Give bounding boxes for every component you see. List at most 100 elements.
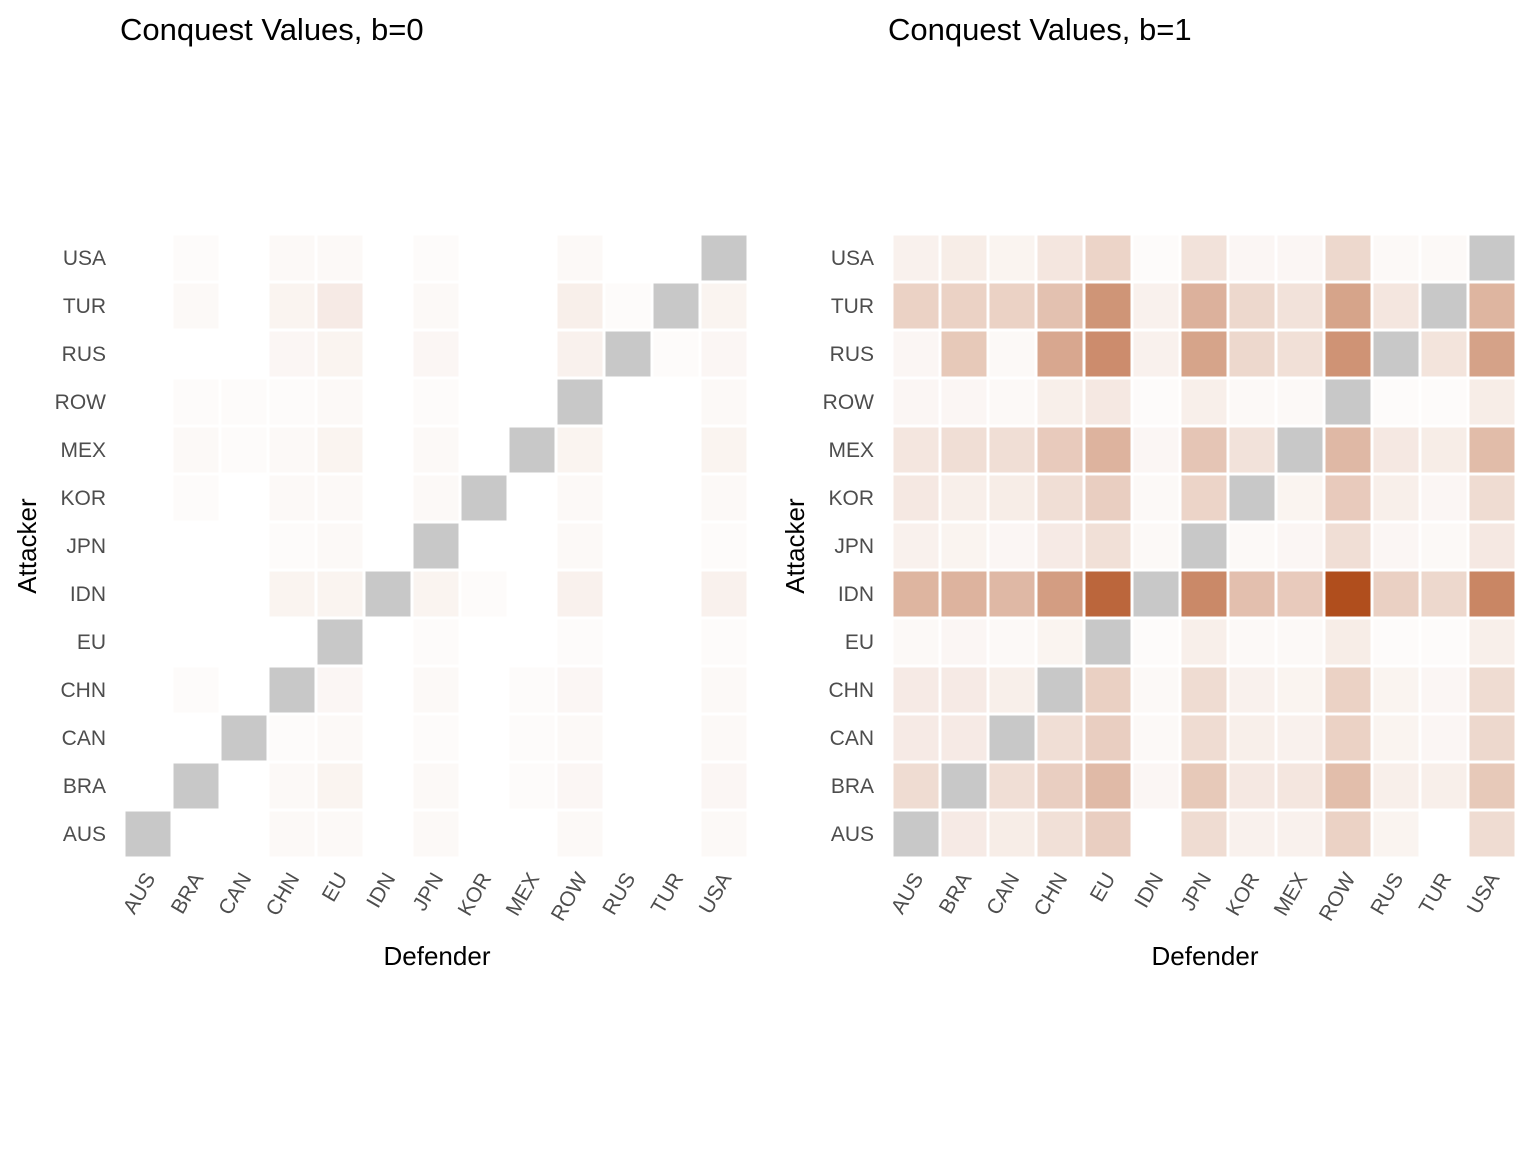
heatmap-cell-chn-idn xyxy=(1133,667,1179,713)
x-tick-label: IDN xyxy=(1130,869,1168,912)
heatmap-cell-jpn-kor xyxy=(461,523,507,569)
heatmap-cell-can-tur xyxy=(653,715,699,761)
heatmap-cell-eu-kor xyxy=(461,619,507,665)
y-tick-label: KOR xyxy=(828,487,874,510)
heatmap-cell-can-rus xyxy=(1373,715,1419,761)
heatmap-cell-rus-aus xyxy=(125,331,171,377)
heatmap-cell-kor-kor xyxy=(461,475,507,521)
x-tick-label: ROW xyxy=(1315,869,1361,925)
heatmap-cell-aus-eu xyxy=(1085,811,1131,857)
heatmap-cell-usa-chn xyxy=(269,235,315,281)
heatmap-cell-idn-kor xyxy=(1229,571,1275,617)
heatmap-cell-chn-bra xyxy=(173,667,219,713)
y-tick-label: CAN xyxy=(830,727,874,750)
heatmap-cell-mex-jpn xyxy=(413,427,459,473)
heatmap-cell-jpn-tur xyxy=(1421,523,1467,569)
heatmap-cell-jpn-bra xyxy=(941,523,987,569)
heatmap-cell-eu-usa xyxy=(1469,619,1515,665)
heatmap-cell-kor-rus xyxy=(1373,475,1419,521)
heatmap-cell-usa-aus xyxy=(893,235,939,281)
heatmap-cell-usa-bra xyxy=(941,235,987,281)
heatmap-cell-idn-eu xyxy=(317,571,363,617)
heatmap-cell-tur-can xyxy=(221,283,267,329)
heatmap-cell-row-usa xyxy=(701,379,747,425)
heatmap-cell-bra-mex xyxy=(1277,763,1323,809)
heatmap-cell-can-eu xyxy=(1085,715,1131,761)
heatmap-cell-row-row xyxy=(557,379,603,425)
heatmap-cell-aus-mex xyxy=(1277,811,1323,857)
x-tick-label: KOR xyxy=(1222,869,1265,920)
heatmap-cell-tur-tur xyxy=(653,283,699,329)
heatmap-cell-rus-tur xyxy=(653,331,699,377)
x-tick-label: TUR xyxy=(1415,869,1457,918)
heatmap-cell-can-tur xyxy=(1421,715,1467,761)
heatmap-cell-rus-bra xyxy=(941,331,987,377)
heatmap-cell-rus-eu xyxy=(317,331,363,377)
panel-title: Conquest Values, b=1 xyxy=(888,12,1192,47)
heatmap-cell-bra-kor xyxy=(461,763,507,809)
heatmap-cell-tur-mex xyxy=(509,283,555,329)
heatmap-cell-usa-jpn xyxy=(1181,235,1227,281)
heatmap-cell-chn-mex xyxy=(509,667,555,713)
y-tick-label: JPN xyxy=(66,535,106,558)
x-axis-label: Defender xyxy=(384,941,491,971)
heatmap-cell-tur-rus xyxy=(1373,283,1419,329)
x-tick-label: ROW xyxy=(547,869,593,925)
heatmap-cell-row-aus xyxy=(893,379,939,425)
heatmap-cell-kor-idn xyxy=(365,475,411,521)
x-tick-label: TUR xyxy=(647,869,689,918)
heatmap-cell-eu-rus xyxy=(1373,619,1419,665)
x-axis-label: Defender xyxy=(1152,941,1259,971)
heatmap-cell-rus-kor xyxy=(1229,331,1275,377)
heatmap-cell-bra-mex xyxy=(509,763,555,809)
heatmap-cell-usa-mex xyxy=(509,235,555,281)
heatmap-cell-can-idn xyxy=(365,715,411,761)
y-tick-label: RUS xyxy=(62,343,106,366)
heatmap-cell-kor-bra xyxy=(173,475,219,521)
heatmap-cell-can-bra xyxy=(173,715,219,761)
heatmap-cell-chn-chn xyxy=(1037,667,1083,713)
heatmap-panel-b1: Conquest Values, b=1 Defender Attacker A… xyxy=(780,12,1515,971)
heatmap-cell-can-mex xyxy=(509,715,555,761)
heatmap-cell-mex-can xyxy=(221,427,267,473)
x-tick-label: MEX xyxy=(1270,869,1313,920)
heatmap-cell-tur-eu xyxy=(1085,283,1131,329)
x-tick-label: BRA xyxy=(935,869,977,918)
heatmap-cell-jpn-tur xyxy=(653,523,699,569)
heatmap-cell-idn-jpn xyxy=(413,571,459,617)
y-tick-label: AUS xyxy=(63,823,106,846)
heatmap-cell-rus-row xyxy=(1325,331,1371,377)
heatmap-cell-aus-kor xyxy=(461,811,507,857)
heatmap-cell-mex-rus xyxy=(1373,427,1419,473)
heatmap-cell-aus-rus xyxy=(605,811,651,857)
heatmap-cell-kor-mex xyxy=(509,475,555,521)
heatmap-cell-eu-chn xyxy=(1037,619,1083,665)
y-tick-label: TUR xyxy=(831,295,874,318)
heatmap-cell-row-can xyxy=(221,379,267,425)
x-tick-label: EU xyxy=(318,869,353,906)
x-tick-label: MEX xyxy=(502,869,545,920)
heatmap-cell-chn-eu xyxy=(317,667,363,713)
heatmap-cell-chn-usa xyxy=(1469,667,1515,713)
x-tick-label: USA xyxy=(1463,869,1505,918)
heatmap-cell-chn-idn xyxy=(365,667,411,713)
heatmap-cell-kor-usa xyxy=(1469,475,1515,521)
heatmap-cell-aus-aus xyxy=(125,811,171,857)
heatmap-cell-idn-row xyxy=(557,571,603,617)
heatmap-cell-row-idn xyxy=(1133,379,1179,425)
heatmap-cell-idn-mex xyxy=(509,571,555,617)
heatmap-cell-usa-rus xyxy=(605,235,651,281)
heatmap-cell-eu-tur xyxy=(1421,619,1467,665)
heatmap-cell-rus-can xyxy=(221,331,267,377)
heatmap-cell-tur-usa xyxy=(701,283,747,329)
heatmap-cell-kor-tur xyxy=(653,475,699,521)
heatmap-cell-rus-chn xyxy=(269,331,315,377)
heatmap-cell-mex-bra xyxy=(173,427,219,473)
heatmap-cell-jpn-eu xyxy=(317,523,363,569)
y-tick-label: IDN xyxy=(70,583,106,606)
panel-title: Conquest Values, b=0 xyxy=(120,12,424,47)
x-tick-label: RUS xyxy=(598,869,640,919)
heatmap-cell-idn-usa xyxy=(701,571,747,617)
heatmap-cell-rus-idn xyxy=(365,331,411,377)
